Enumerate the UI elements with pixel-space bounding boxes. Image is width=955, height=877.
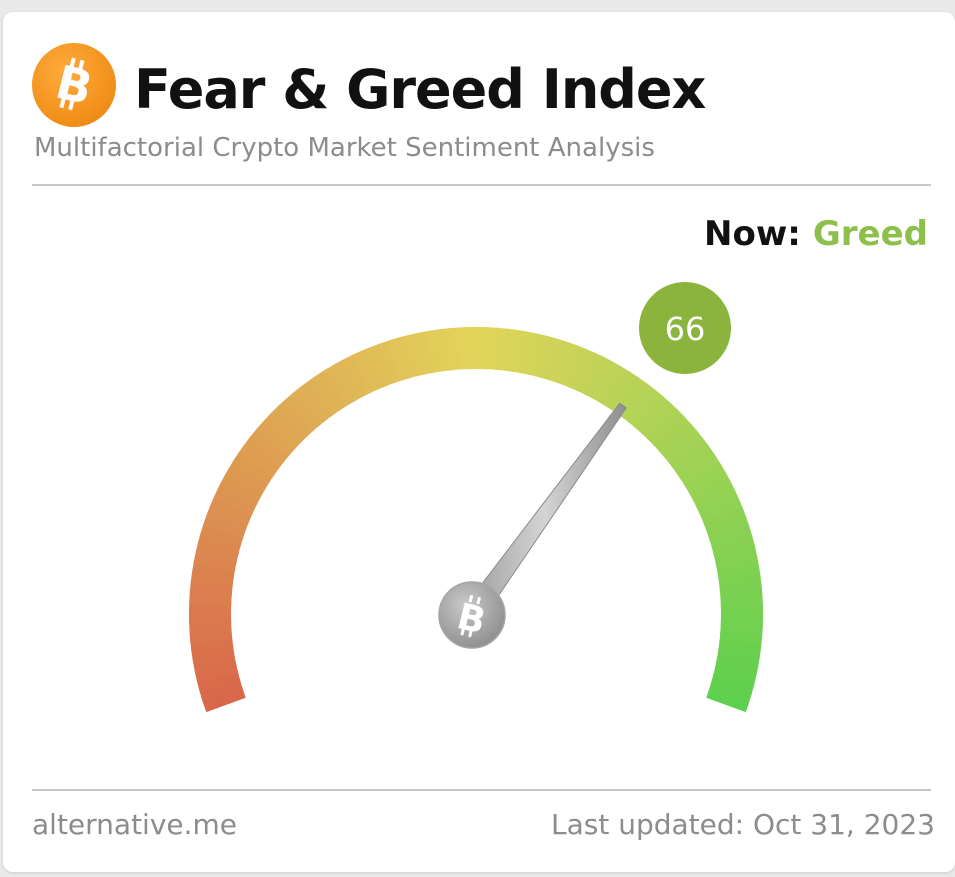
page-subtitle: Multifactorial Crypto Market Sentiment A…: [34, 133, 655, 163]
gauge-arc-segment: [249, 426, 291, 464]
gauge-arc-segment: [669, 437, 711, 474]
gauge-arc-segment: [633, 394, 672, 435]
gauge-arc-segment: [591, 360, 624, 404]
gauge-arc-segment: [209, 493, 254, 523]
gauge-arc-segment: [575, 351, 606, 396]
gauge-arc-segment: [658, 421, 699, 460]
gauge-arc-segment: [222, 466, 266, 499]
gauge-arc-segment: [332, 358, 365, 402]
gauge-arc-segment: [652, 414, 693, 453]
gauge-arc-segment: [683, 461, 727, 495]
gauge-arc-segment: [639, 400, 679, 441]
gauge-arc-segment: [699, 497, 744, 526]
gauge-arc: [189, 326, 763, 713]
gauge-arc-segment: [256, 418, 297, 457]
gauge-arc-segment: [232, 449, 276, 485]
sentiment-gauge: B 66: [189, 282, 763, 713]
fear-greed-card: B Fear & Greed Index Multifactorial Cryp…: [3, 12, 955, 872]
gauge-arc-segment: [605, 370, 641, 414]
gauge-arc-segment: [238, 441, 281, 477]
gauge-arc-segment: [692, 479, 736, 510]
gauge-arc-segment: [283, 391, 322, 432]
gauge-arc-segment: [227, 458, 271, 492]
gauge-arc-segment: [387, 336, 413, 381]
gauge-hub: B: [438, 581, 506, 649]
gauge-arc-segment: [291, 385, 329, 427]
gauge-arc-segment: [243, 433, 286, 470]
now-classification: Greed: [812, 214, 928, 254]
now-status: Now: Greed: [704, 214, 928, 254]
gauge-arc-segment: [315, 368, 350, 411]
gauge-arc-segment: [299, 379, 336, 421]
gauge-arc-segment: [598, 365, 632, 409]
gauge-arc-segment: [350, 350, 380, 394]
gauge-arc-segment: [709, 525, 754, 551]
value-badge: 66: [639, 282, 731, 374]
last-updated: Last updated: Oct 31, 2023: [551, 808, 935, 841]
gauge-arc-segment: [323, 363, 357, 407]
gauge-arc-segment: [368, 342, 396, 387]
gauge-arc-segment: [688, 470, 732, 503]
now-label: Now:: [704, 214, 801, 254]
gauge-arc-segment: [201, 686, 246, 713]
footer-divider: [32, 789, 931, 791]
gauge-arc-segment: [703, 506, 748, 534]
gauge-arc-segment: [269, 404, 309, 444]
gauge-arc-segment: [218, 475, 262, 507]
source-link[interactable]: alternative.me: [32, 808, 238, 841]
gauge-arc-segment: [341, 354, 372, 398]
gauge-arc-segment: [196, 669, 241, 694]
gauge-arc-segment: [711, 534, 756, 559]
gauge-arc-segment: [646, 407, 686, 447]
gauge-arc-segment: [262, 411, 303, 451]
gauge-arc-segment: [377, 339, 404, 384]
gauge-arc-segment: [396, 334, 421, 379]
value-label: 66: [665, 310, 706, 348]
header-divider: [32, 184, 931, 186]
gauge-arc-segment: [706, 689, 749, 713]
bitcoin-logo-icon: B: [32, 43, 116, 127]
gauge-arc-segment: [626, 387, 664, 429]
gauge-arc-segment: [696, 488, 740, 518]
gauge-arc-segment: [359, 346, 388, 391]
gauge-arc-segment: [583, 356, 615, 400]
gauge-arc-segment: [276, 397, 315, 438]
gauge-arc-segment: [706, 515, 751, 542]
gauge-arc-segment: [674, 445, 717, 481]
gauge-arc-segment: [198, 677, 243, 703]
gauge-arc-segment: [620, 381, 657, 424]
gauge-arc-segment: [307, 373, 343, 416]
gauge-arc-segment: [663, 429, 705, 467]
gauge-arc-segment: [679, 453, 722, 488]
page-title: Fear & Greed Index: [134, 58, 706, 121]
gauge-arc-segment: [567, 347, 597, 392]
gauge-arc-segment: [213, 484, 258, 515]
